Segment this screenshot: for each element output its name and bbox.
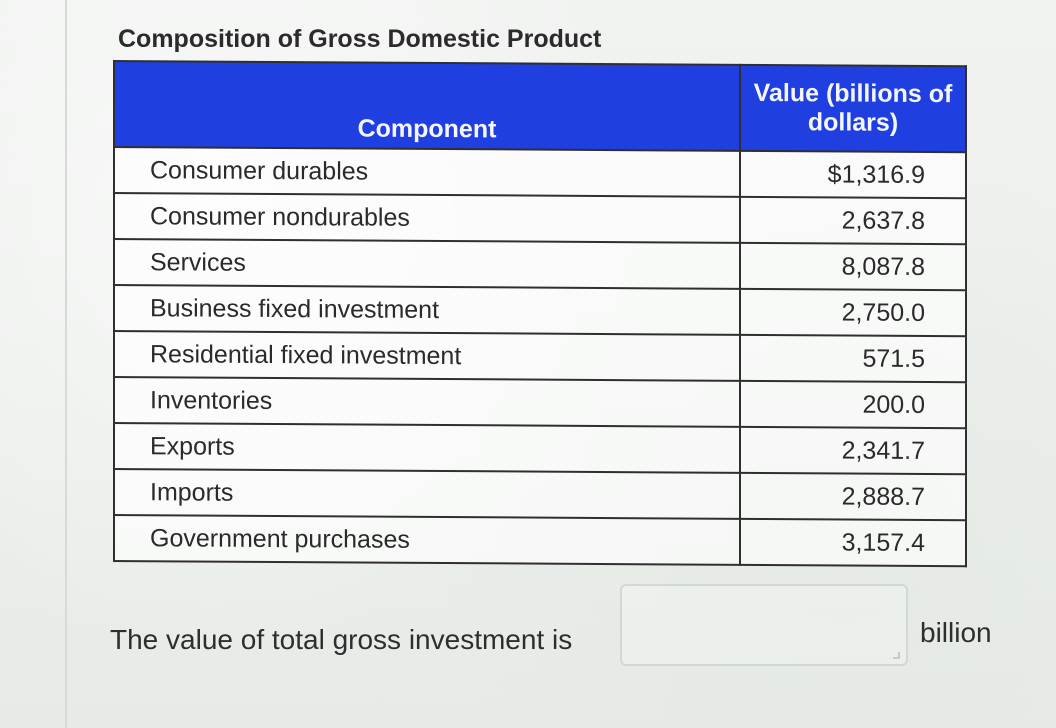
value-cell: 2,750.0 [740, 288, 966, 337]
table-row: Imports 2,888.7 [114, 469, 966, 521]
left-divider [65, 0, 67, 728]
value-cell: 3,157.4 [740, 518, 966, 567]
table-header-row: Component Value (billions of dollars) [114, 61, 966, 153]
value-cell: 2,341.7 [740, 426, 966, 475]
value-cell: 8,087.8 [740, 242, 966, 291]
table-row: Business fixed investment 2,750.0 [114, 285, 966, 337]
table-row: Residential fixed investment 571.5 [114, 331, 966, 383]
component-cell: Imports [114, 469, 740, 519]
value-cell: $1,316.9 [740, 150, 966, 199]
page-title: Composition of Gross Domestic Product [118, 25, 602, 53]
value-cell: 571.5 [740, 334, 966, 383]
component-cell: Government purchases [114, 515, 740, 565]
table-row: Consumer durables $1,316.9 [114, 147, 966, 199]
value-cell: 2,888.7 [740, 472, 966, 521]
value-cell: 2,637.8 [740, 196, 966, 245]
component-cell: Inventories [114, 377, 740, 427]
component-column-header: Component [114, 61, 740, 151]
value-column-header: Value (billions of dollars) [740, 64, 966, 153]
component-cell: Exports [114, 423, 740, 473]
table-row: Services 8,087.8 [114, 239, 966, 291]
gdp-table: Component Value (billions of dollars) Co… [113, 60, 967, 568]
component-cell: Services [114, 239, 740, 289]
table-row: Government purchases 3,157.4 [114, 515, 966, 567]
component-cell: Business fixed investment [114, 285, 740, 335]
table-row: Inventories 200.0 [114, 377, 966, 429]
table-row: Exports 2,341.7 [114, 423, 966, 475]
value-cell: 200.0 [740, 380, 966, 429]
component-cell: Consumer durables [114, 147, 740, 197]
answer-unit-label: billion [920, 617, 992, 648]
component-cell: Residential fixed investment [114, 331, 740, 381]
question-prompt: The value of total gross investment is [110, 624, 573, 655]
answer-input[interactable] [620, 584, 908, 666]
table-row: Consumer nondurables 2,637.8 [114, 193, 966, 245]
gdp-table-container: Component Value (billions of dollars) Co… [113, 60, 967, 568]
component-cell: Consumer nondurables [114, 193, 740, 243]
